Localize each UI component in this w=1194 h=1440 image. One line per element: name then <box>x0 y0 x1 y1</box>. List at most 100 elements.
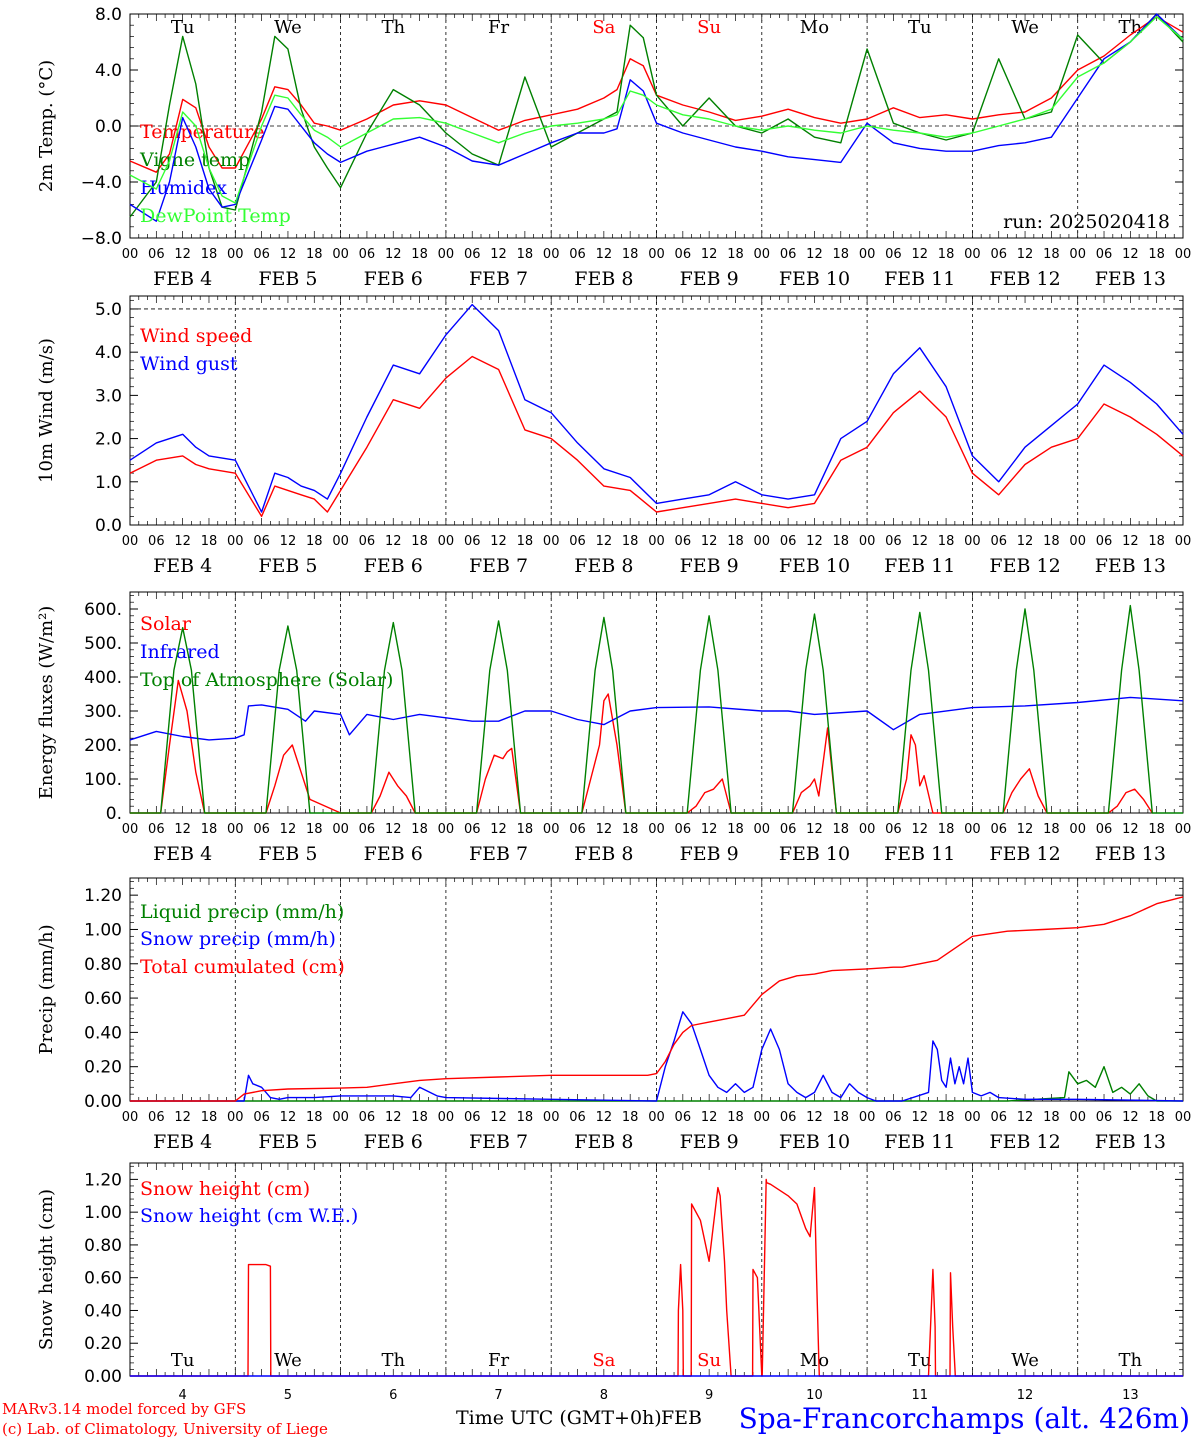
hour-tick-label: 06 <box>464 1110 481 1125</box>
hour-tick-label: 18 <box>201 247 218 262</box>
date-label: FEB 12 <box>989 555 1060 577</box>
date-label: FEB 7 <box>469 843 528 865</box>
month-label: FEB <box>661 1407 702 1429</box>
day-name-label: Tu <box>908 17 932 38</box>
y-tick-label: 100. <box>84 770 122 790</box>
hour-tick-label: 12 <box>1017 1110 1034 1125</box>
hour-tick-label: 06 <box>464 534 481 549</box>
hour-tick-label: 12 <box>280 822 297 837</box>
series-line-0 <box>129 16 1184 173</box>
date-label: FEB 4 <box>153 843 212 865</box>
hour-tick-label: 12 <box>596 247 613 262</box>
date-label: FEB 5 <box>258 555 317 577</box>
date-label: FEB 4 <box>153 555 212 577</box>
date-label: FEB 13 <box>1095 1131 1166 1153</box>
hour-tick-label: 00 <box>227 822 244 837</box>
y-tick-label: 0.60 <box>84 989 122 1009</box>
hour-tick-label: 00 <box>543 1110 560 1125</box>
y-tick-label: 600. <box>84 600 122 620</box>
day-name-label: Tu <box>171 17 195 38</box>
day-number-label: 8 <box>600 1388 608 1403</box>
series-line-1 <box>130 1011 1184 1102</box>
hour-tick-label: 18 <box>727 822 744 837</box>
legend-entry: Snow precip (mm/h) <box>140 928 336 950</box>
hour-tick-label: 18 <box>938 247 955 262</box>
y-tick-label: 1.20 <box>84 1170 122 1190</box>
y-axis-title: 2m Temp. (°C) <box>36 60 57 192</box>
date-label: FEB 13 <box>1095 268 1166 290</box>
hour-tick-label: 06 <box>1096 247 1113 262</box>
run-label: run: 2025020418 <box>1003 211 1170 233</box>
hour-tick-label: 18 <box>306 247 323 262</box>
series-line-0 <box>130 1178 1183 1377</box>
hour-tick-label: 12 <box>490 822 507 837</box>
hour-tick-label: 18 <box>622 1110 639 1125</box>
hour-tick-label: 06 <box>359 1110 376 1125</box>
y-tick-label: 0.20 <box>84 1058 122 1078</box>
hour-tick-label: 00 <box>332 247 349 262</box>
hour-tick-label: 00 <box>754 247 771 262</box>
hour-tick-label: 18 <box>1148 247 1165 262</box>
date-label: FEB 4 <box>153 268 212 290</box>
hour-tick-label: 06 <box>253 534 270 549</box>
day-number-label: 6 <box>389 1388 397 1403</box>
hour-tick-label: 12 <box>1122 1110 1139 1125</box>
hour-tick-label: 06 <box>253 1110 270 1125</box>
hour-tick-label: 00 <box>648 822 665 837</box>
date-label: FEB 12 <box>989 843 1060 865</box>
hour-tick-label: 00 <box>543 534 560 549</box>
hour-tick-label: 18 <box>201 822 218 837</box>
y-tick-label: 4.0 <box>95 61 122 81</box>
hour-tick-label: 12 <box>806 534 823 549</box>
hour-tick-label: 00 <box>227 1110 244 1125</box>
hour-tick-label: 06 <box>569 247 586 262</box>
y-tick-label: 0. <box>106 804 122 824</box>
hour-tick-label: 12 <box>701 534 718 549</box>
hour-tick-label: 12 <box>596 534 613 549</box>
day-name-label: We <box>274 1350 302 1371</box>
hour-tick-label: 00 <box>438 1110 455 1125</box>
hour-tick-label: 12 <box>1017 247 1034 262</box>
hour-tick-label: 06 <box>675 1110 692 1125</box>
hour-tick-label: 00 <box>964 1110 981 1125</box>
hour-tick-label: 18 <box>201 534 218 549</box>
hour-tick-label: 12 <box>701 822 718 837</box>
day-name-label: Fr <box>488 1350 509 1371</box>
hour-tick-label: 06 <box>990 534 1007 549</box>
date-label: FEB 4 <box>153 1131 212 1153</box>
y-tick-label: 4.0 <box>95 343 122 363</box>
day-name-label: Mo <box>800 17 829 38</box>
hour-tick-label: 06 <box>990 247 1007 262</box>
hour-tick-label: 18 <box>1148 534 1165 549</box>
series-line-1 <box>129 696 1184 741</box>
hour-tick-label: 00 <box>122 822 139 837</box>
date-label: FEB 10 <box>779 268 850 290</box>
hour-tick-label: 12 <box>911 534 928 549</box>
date-label: FEB 10 <box>779 555 850 577</box>
legend-entry: Wind speed <box>140 325 252 347</box>
day-number-label: 12 <box>1017 1388 1034 1403</box>
hour-tick-label: 18 <box>1148 1110 1165 1125</box>
hour-tick-label: 18 <box>833 822 850 837</box>
hour-tick-label: 06 <box>780 247 797 262</box>
hour-tick-label: 06 <box>359 822 376 837</box>
hour-tick-label: 12 <box>385 534 402 549</box>
y-tick-label: 0.0 <box>95 516 122 536</box>
y-tick-label: 0.80 <box>84 1236 122 1256</box>
legend-entry: Vigne temp <box>139 149 250 171</box>
date-label: FEB 7 <box>469 268 528 290</box>
hour-tick-label: 00 <box>1069 822 1086 837</box>
time-axis-label: Time UTC (GMT+0h) <box>456 1407 662 1429</box>
hour-tick-label: 18 <box>622 534 639 549</box>
footer: run: 2025020418 MARv3.14 model forced by… <box>2 211 1190 1438</box>
day-name-label: We <box>274 17 302 38</box>
hour-tick-label: 00 <box>332 822 349 837</box>
series-line-0 <box>130 679 1153 814</box>
hour-tick-label: 18 <box>517 1110 534 1125</box>
date-label: FEB 9 <box>680 843 739 865</box>
day-name-label: Su <box>697 1350 721 1371</box>
hour-tick-label: 06 <box>885 822 902 837</box>
hour-tick-label: 12 <box>280 1110 297 1125</box>
hour-tick-label: 18 <box>1043 1110 1060 1125</box>
hour-tick-label: 18 <box>622 822 639 837</box>
